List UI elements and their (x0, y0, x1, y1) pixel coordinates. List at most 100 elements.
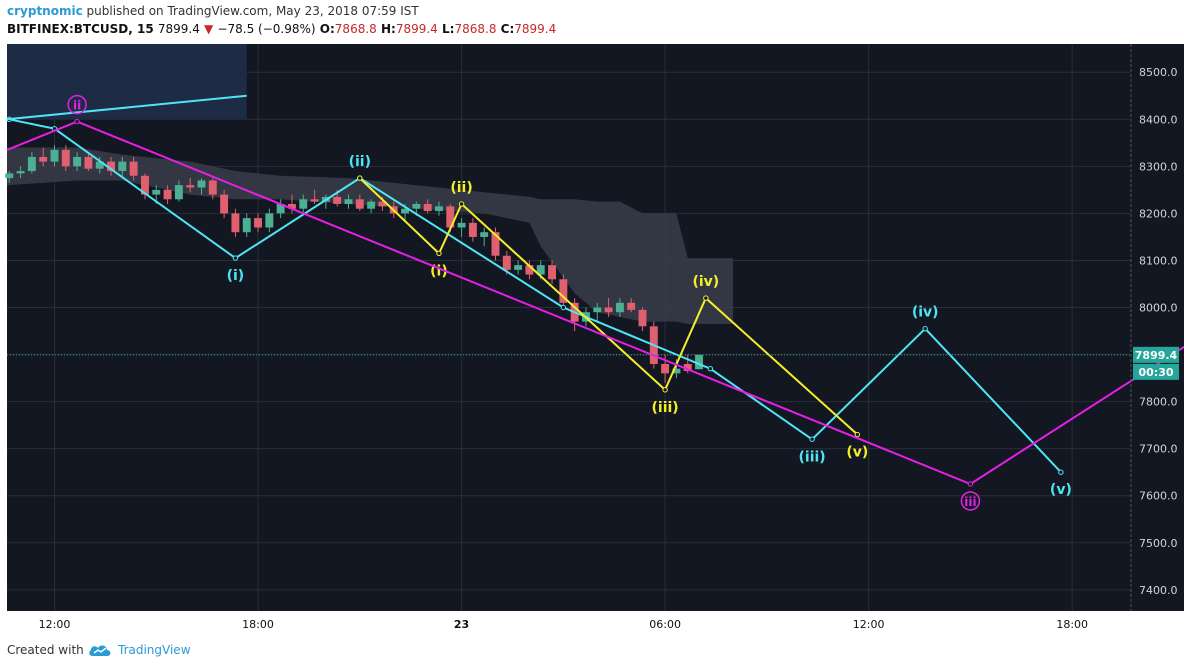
candle-body (242, 218, 251, 233)
ohlc-line: BITFINEX:BTCUSD, 15 7899.4 ▼ −78.5 (−0.9… (7, 22, 556, 36)
candle-body (5, 173, 14, 179)
candle-body (627, 302, 636, 310)
wave-node (922, 325, 928, 332)
published-text: published on TradingView.com, May 23, 20… (86, 4, 419, 18)
wave-line-yellow (359, 177, 859, 436)
x-tick-label: 12:00 (39, 618, 71, 631)
candle-body (61, 149, 70, 167)
candle-body (220, 194, 229, 214)
y-tick-label: 8500.0 (1139, 66, 1178, 79)
candle-body (129, 161, 138, 176)
low-label: L: (442, 22, 455, 36)
countdown-box (1133, 363, 1179, 380)
author-link[interactable]: cryptnomic (7, 4, 83, 18)
candle-body (84, 156, 93, 169)
candle-body (152, 189, 161, 195)
candle-body (661, 363, 670, 374)
elliott-waves: (i)(ii)(iii)(iv)(v)(i)(ii)(iii)(iv)(v)ii… (6, 94, 1184, 511)
y-tick-label: 8300.0 (1139, 160, 1178, 173)
down-arrow-icon: ▼ (204, 22, 214, 36)
candle-body (186, 185, 195, 188)
wave-label: (i) (227, 268, 245, 284)
wave-label: iii (964, 495, 976, 509)
wave-node (967, 481, 974, 487)
candle-body (310, 199, 319, 202)
wave-node (357, 175, 363, 181)
candle-body (367, 201, 376, 209)
wave-node (809, 436, 815, 442)
candle-body (50, 149, 59, 162)
price-chart[interactable]: (i)(ii)(iii)(iv)(v)(i)(ii)(iii)(iv)(v)ii… (0, 44, 1184, 634)
wave-node (560, 304, 567, 311)
candle-body (502, 255, 511, 270)
candle-body (401, 208, 409, 214)
candle-body (615, 302, 624, 313)
candle-body (525, 265, 534, 275)
y-tick-label: 7500.0 (1139, 537, 1178, 550)
candle-body (491, 232, 500, 256)
candle-body (299, 199, 308, 209)
candle-body (265, 213, 274, 228)
candle-body (39, 156, 48, 162)
x-tick-label: 18:00 (1056, 618, 1088, 631)
candle-body (16, 171, 25, 174)
wave-node (707, 365, 714, 372)
y-tick-label: 7700.0 (1139, 443, 1178, 456)
candle-body (208, 180, 217, 195)
candle-body (140, 175, 149, 195)
candle-body (174, 185, 183, 200)
wave-label: (iv) (692, 274, 719, 290)
x-tick-label: 18:00 (242, 618, 274, 631)
candle-body (254, 218, 262, 228)
open-value: 7868.8 (334, 22, 377, 36)
wave-node (854, 431, 861, 438)
candle-body (378, 201, 387, 207)
axes: 12:0018:002306:0012:0018:002406:0012:007… (7, 44, 1184, 634)
x-axis-band (7, 611, 1184, 634)
candle-body (604, 307, 613, 313)
y-tick-label: 7800.0 (1139, 396, 1178, 409)
candle-body (344, 199, 353, 204)
high-label: H: (380, 22, 396, 36)
wave-label: (ii) (349, 154, 371, 170)
chart-header: cryptnomic published on TradingView.com,… (0, 0, 1184, 44)
candle-body (559, 279, 568, 303)
candle-body (480, 232, 489, 237)
wave-node (436, 250, 442, 257)
candle-body (27, 156, 36, 172)
close-value: 7899.4 (514, 22, 557, 36)
wave-label: (v) (846, 445, 868, 461)
candle-body (412, 203, 421, 209)
candle-body (548, 265, 556, 280)
candle-body (231, 213, 240, 233)
candle-body (163, 189, 172, 200)
candle-body (695, 354, 703, 370)
y-tick-label: 7600.0 (1139, 490, 1178, 503)
x-tick-label: 06:00 (649, 618, 681, 631)
close-label: C: (500, 22, 515, 36)
wave-label: (ii) (450, 180, 472, 196)
last-price: 7899.4 (157, 22, 200, 36)
candle-body (107, 161, 115, 172)
candle-body (468, 222, 477, 237)
open-label: O: (319, 22, 335, 36)
candle-body (288, 203, 296, 209)
publish-line: cryptnomic published on TradingView.com,… (7, 4, 419, 18)
tradingview-cloud-icon[interactable] (88, 642, 112, 658)
y-tick-label: 8000.0 (1139, 302, 1178, 315)
chart-area[interactable]: (i) (ii) (iii) (iv) (v) (i) (ii) (iii) (iv) (v) ii… (0, 44, 1184, 634)
wave-node (232, 255, 239, 261)
tradingview-brand-link[interactable]: TradingView (118, 643, 191, 657)
wave-label: (iii) (799, 449, 826, 465)
candle-body (672, 368, 681, 374)
wave-line-cyan_trendline (6, 94, 247, 121)
symbol-label[interactable]: BITFINEX:BTCUSD, 15 (7, 22, 154, 36)
candle-body (333, 196, 342, 204)
low-value: 7868.8 (454, 22, 497, 36)
candle-body (638, 309, 647, 327)
wave-label-circle (67, 94, 87, 115)
candle-body (683, 363, 692, 372)
x-tick-label: 12:00 (853, 618, 885, 631)
chart-footer: Created with TradingView (0, 634, 1184, 668)
y-tick-label: 7400.0 (1139, 584, 1178, 597)
